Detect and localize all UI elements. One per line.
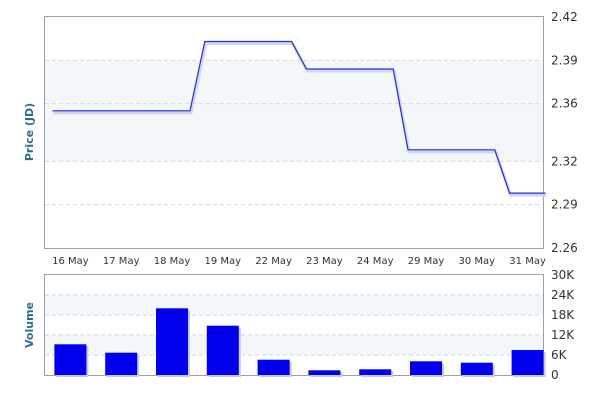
price-y-tick-label: 2.42 bbox=[551, 10, 578, 24]
volume-panel: 30K 24K 18K 12K 6K 0 Volume bbox=[23, 268, 575, 382]
price-y-tick-label: 2.32 bbox=[551, 154, 578, 168]
price-x-tick-label: 31 May bbox=[509, 256, 546, 267]
volume-y-tick-label: 30K bbox=[551, 268, 575, 282]
volume-bar bbox=[308, 370, 341, 375]
price-x-tick-label: 29 May bbox=[408, 256, 445, 267]
volume-bar bbox=[105, 352, 138, 375]
price-x-tick-label: 18 May bbox=[154, 256, 191, 267]
price-x-tick-label: 23 May bbox=[306, 256, 343, 267]
volume-bar bbox=[511, 350, 544, 375]
volume-y-tick-label: 6K bbox=[551, 348, 568, 362]
volume-bar bbox=[156, 308, 188, 375]
volume-y-tick-label: 0 bbox=[551, 368, 559, 382]
volume-y-tick-label: 24K bbox=[551, 288, 575, 302]
price-gridlines bbox=[45, 59, 543, 206]
price-x-tick-label: 16 May bbox=[52, 256, 89, 267]
volume-y-tick-label: 12K bbox=[551, 328, 575, 342]
price-x-tick-label: 22 May bbox=[255, 256, 292, 267]
volume-y-axis-title: Volume bbox=[23, 302, 36, 348]
price-y-tick-label: 2.26 bbox=[551, 241, 578, 255]
price-y-tick-label: 2.39 bbox=[551, 53, 578, 67]
volume-gridlines bbox=[45, 294, 543, 356]
price-y-tick-labels: 2.42 2.39 2.36 2.32 2.29 2.26 bbox=[551, 10, 578, 255]
volume-bar bbox=[206, 325, 239, 375]
volume-bar bbox=[359, 369, 392, 375]
price-panel: 2.42 2.39 2.36 2.32 2.29 2.26 16 May 17 May 18 … bbox=[23, 10, 578, 267]
price-y-tick-label: 2.36 bbox=[551, 97, 578, 111]
price-line-series bbox=[52, 40, 547, 197]
price-x-tick-label: 17 May bbox=[103, 256, 140, 267]
volume-bar bbox=[410, 361, 442, 375]
price-y-axis-title: Price (JD) bbox=[23, 103, 36, 161]
price-x-tick-labels: 16 May 17 May 18 May 19 May 22 May 23 May 24 M… bbox=[52, 256, 546, 267]
price-y-tick-label: 2.29 bbox=[551, 198, 578, 212]
volume-bar bbox=[460, 362, 493, 375]
volume-y-tick-labels: 30K 24K 18K 12K 6K 0 bbox=[551, 268, 575, 382]
volume-bars bbox=[54, 308, 546, 377]
price-x-tick-label: 30 May bbox=[459, 256, 496, 267]
volume-band bbox=[45, 335, 543, 355]
price-x-tick-label: 24 May bbox=[357, 256, 394, 267]
volume-band bbox=[45, 295, 543, 315]
volume-y-tick-label: 18K bbox=[551, 308, 575, 322]
price-x-tick-label: 19 May bbox=[205, 256, 242, 267]
volume-bar bbox=[257, 359, 290, 375]
volume-bar bbox=[54, 344, 87, 375]
price-line bbox=[52, 40, 546, 194]
